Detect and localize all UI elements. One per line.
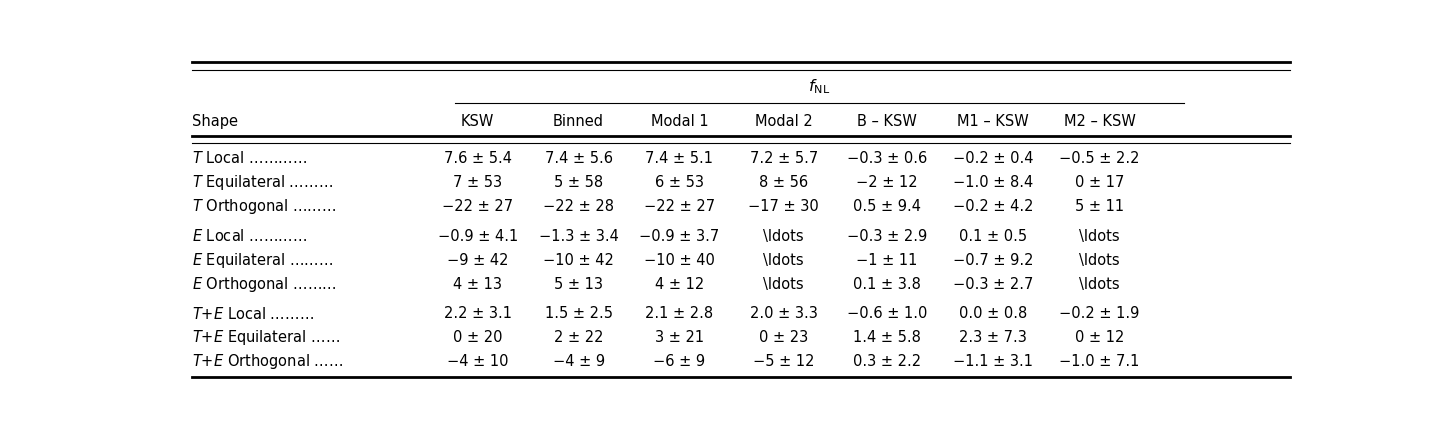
Text: 7.6 ± 5.4: 7.6 ± 5.4 [444, 151, 512, 166]
Text: −1.1 ± 3.1: −1.1 ± 3.1 [953, 354, 1034, 369]
Text: 4 ± 13: 4 ± 13 [453, 276, 502, 292]
Text: −0.7 ± 9.2: −0.7 ± 9.2 [953, 253, 1034, 267]
Text: 1.4 ± 5.8: 1.4 ± 5.8 [853, 330, 921, 346]
Text: 0.5 ± 9.4: 0.5 ± 9.4 [853, 199, 921, 214]
Text: $E$ Equilateral $\ldots\ldots\ldots$: $E$ Equilateral $\ldots\ldots\ldots$ [192, 251, 333, 270]
Text: \ldots: \ldots [1079, 253, 1121, 267]
Text: \ldots: \ldots [1079, 276, 1121, 292]
Text: −22 ± 27: −22 ± 27 [643, 199, 714, 214]
Text: M1 – KSW: M1 – KSW [957, 114, 1030, 129]
Text: $E$ Orthogonal $\ldots\ldots\ldots$: $E$ Orthogonal $\ldots\ldots\ldots$ [192, 274, 337, 293]
Text: −1.0 ± 7.1: −1.0 ± 7.1 [1060, 354, 1139, 369]
Text: 0.3 ± 2.2: 0.3 ± 2.2 [853, 354, 921, 369]
Text: \ldots: \ldots [763, 276, 804, 292]
Text: \ldots: \ldots [763, 229, 804, 244]
Text: 2.2 ± 3.1: 2.2 ± 3.1 [444, 306, 512, 321]
Text: −5 ± 12: −5 ± 12 [753, 354, 814, 369]
Text: $T$+$E$ Equilateral $\ldots\ldots$: $T$+$E$ Equilateral $\ldots\ldots$ [192, 328, 340, 347]
Text: −0.6 ± 1.0: −0.6 ± 1.0 [846, 306, 927, 321]
Text: −10 ± 40: −10 ± 40 [643, 253, 714, 267]
Text: −0.2 ± 0.4: −0.2 ± 0.4 [953, 151, 1034, 166]
Text: 8 ± 56: 8 ± 56 [759, 175, 808, 190]
Text: −6 ± 9: −6 ± 9 [654, 354, 706, 369]
Text: 0 ± 20: 0 ± 20 [453, 330, 502, 346]
Text: 2 ± 22: 2 ± 22 [554, 330, 603, 346]
Text: 7.2 ± 5.7: 7.2 ± 5.7 [749, 151, 818, 166]
Text: $f_{\mathrm{NL}}$: $f_{\mathrm{NL}}$ [808, 77, 830, 96]
Text: 7 ± 53: 7 ± 53 [453, 175, 502, 190]
Text: KSW: KSW [461, 114, 495, 129]
Text: Shape: Shape [192, 114, 239, 129]
Text: −4 ± 9: −4 ± 9 [552, 354, 604, 369]
Text: −4 ± 10: −4 ± 10 [447, 354, 509, 369]
Text: −0.2 ± 1.9: −0.2 ± 1.9 [1060, 306, 1139, 321]
Text: −1.3 ± 3.4: −1.3 ± 3.4 [539, 229, 619, 244]
Text: 2.0 ± 3.3: 2.0 ± 3.3 [749, 306, 817, 321]
Text: −9 ± 42: −9 ± 42 [447, 253, 509, 267]
Text: −0.2 ± 4.2: −0.2 ± 4.2 [953, 199, 1034, 214]
Text: −1 ± 11: −1 ± 11 [856, 253, 917, 267]
Text: −10 ± 42: −10 ± 42 [544, 253, 615, 267]
Text: $E$ Local $\ldots\ldots\ldots\ldots$: $E$ Local $\ldots\ldots\ldots\ldots$ [192, 228, 308, 244]
Text: 0 ± 17: 0 ± 17 [1074, 175, 1125, 190]
Text: 3 ± 21: 3 ± 21 [655, 330, 704, 346]
Text: −17 ± 30: −17 ± 30 [748, 199, 818, 214]
Text: 2.3 ± 7.3: 2.3 ± 7.3 [959, 330, 1027, 346]
Text: −0.9 ± 3.7: −0.9 ± 3.7 [639, 229, 720, 244]
Text: 0.1 ± 3.8: 0.1 ± 3.8 [853, 276, 921, 292]
Text: 6 ± 53: 6 ± 53 [655, 175, 704, 190]
Text: B – KSW: B – KSW [857, 114, 917, 129]
Text: −0.5 ± 2.2: −0.5 ± 2.2 [1060, 151, 1139, 166]
Text: −0.3 ± 2.7: −0.3 ± 2.7 [953, 276, 1034, 292]
Text: −22 ± 28: −22 ± 28 [544, 199, 615, 214]
Text: $T$+$E$ Orthogonal $\ldots\ldots$: $T$+$E$ Orthogonal $\ldots\ldots$ [192, 353, 343, 372]
Text: −22 ± 27: −22 ± 27 [442, 199, 513, 214]
Text: \ldots: \ldots [1079, 229, 1121, 244]
Text: 4 ± 12: 4 ± 12 [655, 276, 704, 292]
Text: −1.0 ± 8.4: −1.0 ± 8.4 [953, 175, 1034, 190]
Text: −0.3 ± 0.6: −0.3 ± 0.6 [847, 151, 927, 166]
Text: 0 ± 12: 0 ± 12 [1074, 330, 1125, 346]
Text: 1.5 ± 2.5: 1.5 ± 2.5 [545, 306, 613, 321]
Text: \ldots: \ldots [763, 253, 804, 267]
Text: M2 – KSW: M2 – KSW [1064, 114, 1135, 129]
Text: −2 ± 12: −2 ± 12 [856, 175, 918, 190]
Text: 7.4 ± 5.1: 7.4 ± 5.1 [645, 151, 713, 166]
Text: 7.4 ± 5.6: 7.4 ± 5.6 [545, 151, 613, 166]
Text: 0 ± 23: 0 ± 23 [759, 330, 808, 346]
Text: 0.0 ± 0.8: 0.0 ± 0.8 [959, 306, 1027, 321]
Text: 5 ± 11: 5 ± 11 [1076, 199, 1124, 214]
Text: $T$+$E$ Local $\ldots\ldots\ldots$: $T$+$E$ Local $\ldots\ldots\ldots$ [192, 306, 314, 322]
Text: $T$ Orthogonal $\ldots\ldots\ldots$: $T$ Orthogonal $\ldots\ldots\ldots$ [192, 197, 337, 216]
Text: −0.9 ± 4.1: −0.9 ± 4.1 [438, 229, 518, 244]
Text: 5 ± 13: 5 ± 13 [554, 276, 603, 292]
Text: −0.3 ± 2.9: −0.3 ± 2.9 [847, 229, 927, 244]
Text: 0.1 ± 0.5: 0.1 ± 0.5 [959, 229, 1027, 244]
Text: 2.1 ± 2.8: 2.1 ± 2.8 [645, 306, 713, 321]
Text: Modal 2: Modal 2 [755, 114, 813, 129]
Text: $T$ Equilateral $\ldots\ldots\ldots$: $T$ Equilateral $\ldots\ldots\ldots$ [192, 173, 333, 192]
Text: Binned: Binned [552, 114, 604, 129]
Text: Modal 1: Modal 1 [651, 114, 709, 129]
Text: 5 ± 58: 5 ± 58 [554, 175, 603, 190]
Text: $T$ Local $\ldots\ldots\ldots\ldots$: $T$ Local $\ldots\ldots\ldots\ldots$ [192, 150, 307, 166]
